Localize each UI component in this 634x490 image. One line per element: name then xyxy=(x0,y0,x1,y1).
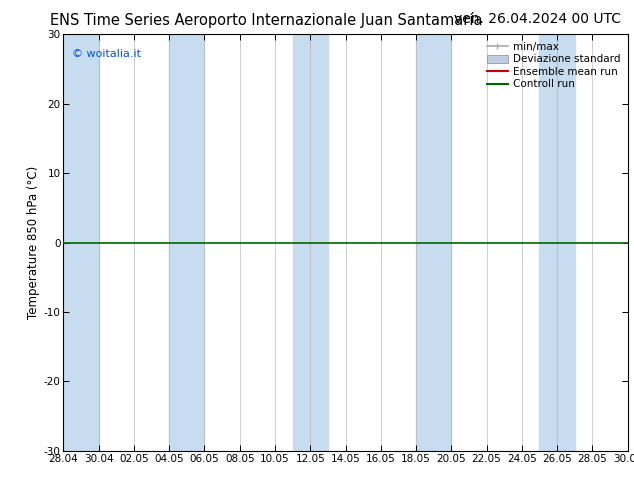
Bar xyxy=(169,34,205,451)
Text: © woitalia.it: © woitalia.it xyxy=(72,49,141,59)
Bar xyxy=(63,34,99,451)
Bar xyxy=(540,34,575,451)
Legend: min/max, Deviazione standard, Ensemble mean run, Controll run: min/max, Deviazione standard, Ensemble m… xyxy=(485,40,623,92)
Bar xyxy=(416,34,451,451)
Text: ENS Time Series Aeroporto Internazionale Juan Santamaría: ENS Time Series Aeroporto Internazionale… xyxy=(50,12,482,28)
Bar xyxy=(293,34,328,451)
Text: ven. 26.04.2024 00 UTC: ven. 26.04.2024 00 UTC xyxy=(455,12,621,26)
Y-axis label: Temperature 850 hPa (°C): Temperature 850 hPa (°C) xyxy=(27,166,39,319)
